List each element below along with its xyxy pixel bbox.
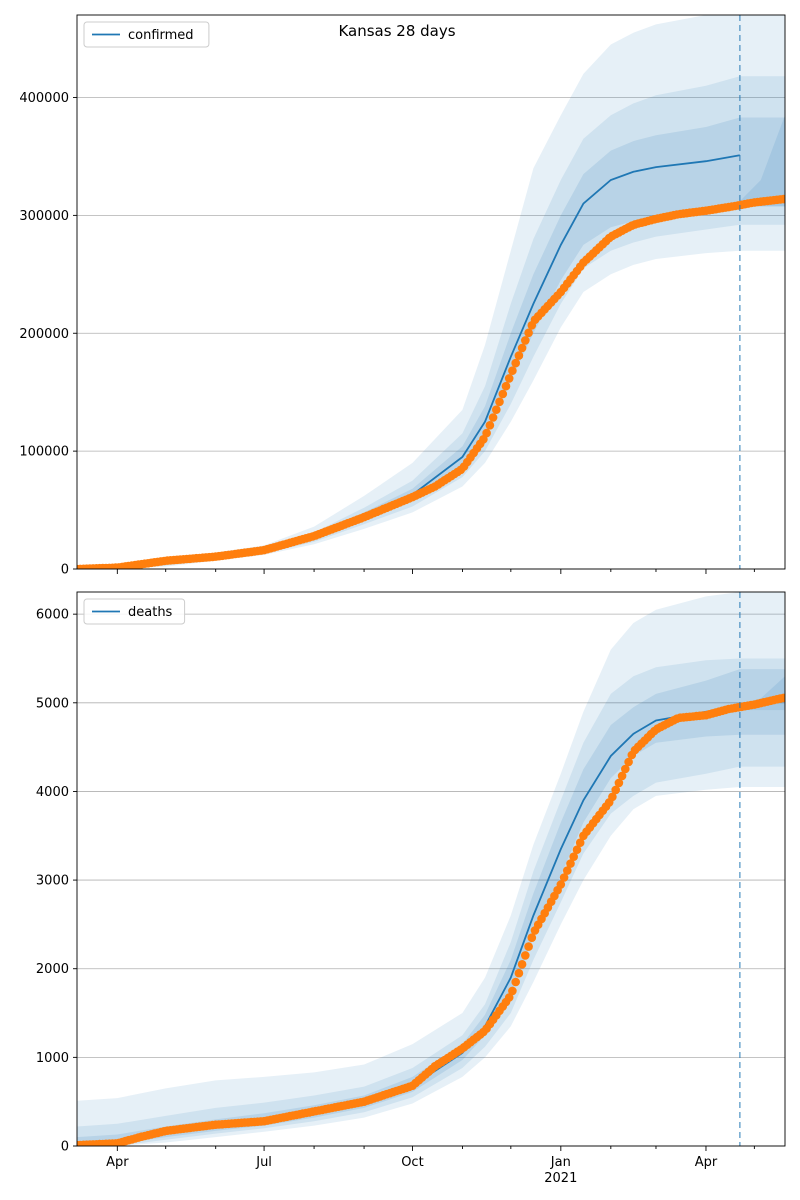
observed-point [517,343,527,353]
observed-point [621,764,630,774]
observed-point [572,845,582,854]
plot-area [77,15,785,569]
x-tick-label: Jul [255,1155,272,1170]
observed-point [527,933,537,942]
x-tick-label: Oct [401,1155,423,1170]
observed-point [508,986,517,996]
plot-area [77,592,785,1146]
axes-frame [76,14,786,570]
y-tick-label: 1000 [36,1051,69,1066]
band-inner [77,76,785,569]
x-year-label: 2021 [544,1171,577,1186]
observed-point [521,951,530,960]
observed-point [492,405,501,415]
band-outer [77,592,785,1146]
observed-point [508,366,517,376]
observed-point [498,389,508,399]
observed-point [517,960,527,969]
observed-point [488,413,498,422]
legend-label: confirmed [128,28,194,43]
observed-point [514,968,524,978]
panel-1: 0 100000 200000 300000 400000 Kansas 28 days c… [19,14,786,578]
observed-point [524,328,533,338]
band-inner [77,658,785,1146]
observed-point [779,693,785,703]
observed-point [617,771,627,781]
y-tick-label: 3000 [36,874,69,889]
legend-box [83,21,210,48]
observed-point [608,792,617,802]
band-outer [77,15,785,569]
y-tick-label: 0 [61,1140,69,1155]
observed-point [501,381,511,391]
observed-point [485,421,495,430]
observed-point [624,757,633,767]
legend: confirmed [83,21,210,48]
legend-label: deaths [128,605,173,620]
axes-frame [76,591,786,1147]
observed-point [575,838,585,847]
y-tick-label: 6000 [36,608,69,623]
y-tick-label: 4000 [36,785,69,800]
y-tick-label: 400000 [19,91,69,106]
legend-box [83,598,186,625]
y-tick-label: 2000 [36,962,69,977]
observed-points [77,693,785,1146]
observed-point [495,397,504,407]
observed-point [504,993,514,1002]
y-tick-label: 0 [61,563,69,578]
x-tick-label: Jan [550,1155,571,1170]
observed-point [559,873,569,882]
x-tick-label: Apr [106,1155,129,1170]
observed-point [614,778,624,788]
observed-point [511,977,520,987]
y-tick-label: 5000 [36,696,69,711]
observed-point [556,880,566,889]
legend: deaths [83,598,186,625]
y-tick-label: 300000 [19,209,69,224]
observed-point [611,785,620,795]
observed-point [511,358,520,368]
observed-point [563,866,572,875]
observed-point [566,859,575,868]
observed-point [504,374,514,383]
chart-title: Kansas 28 days [338,22,455,40]
y-tick-label: 100000 [19,445,69,460]
y-tick-label: 200000 [19,327,69,342]
observed-point [524,942,533,951]
observed-point [514,351,524,360]
band-future [739,115,785,207]
band-core [77,117,785,569]
observed-point [779,194,785,204]
observed-point [521,336,530,345]
observed-point [569,852,578,861]
observed-point [482,428,491,438]
observed-points [77,194,785,569]
panel-2: 0 1000 2000 3000 4000 5000 6000 Apr Jul Oct Jan Apr… [36,591,786,1186]
x-tick-label: Apr [695,1155,718,1170]
